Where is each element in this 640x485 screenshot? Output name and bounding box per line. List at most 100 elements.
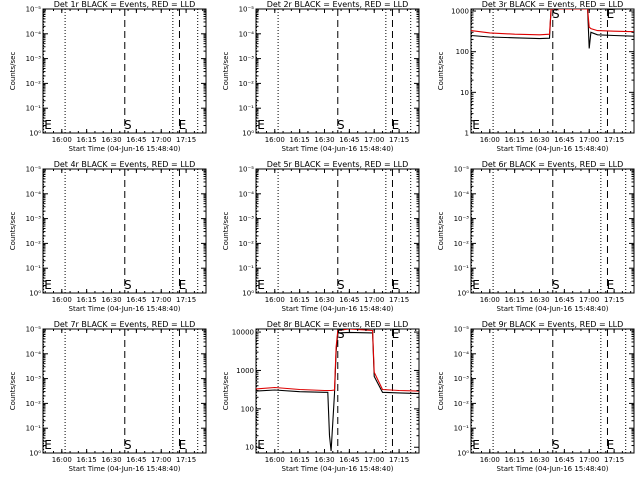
y-tick-label: 10⁻³ [454,375,470,383]
marker-label-e: E [179,438,187,452]
y-tick-label: 10⁻³ [239,215,255,223]
y-tick-label: 10⁻² [239,240,255,248]
x-tick-label: 16:00 [52,456,72,464]
y-axis-label: Counts/sec [9,212,17,251]
marker-label-e: E [607,7,615,21]
x-tick-label: 17:00 [364,456,384,464]
y-tick-label: 10⁻⁴ [239,190,255,198]
marker-label-s: S [124,278,132,292]
x-tick-label: 17:15 [389,296,409,304]
x-tick-label: 16:15 [290,456,310,464]
y-axis-label: Counts/sec [9,372,17,411]
y-tick-label: 10⁰ [457,290,469,298]
marker-label-left-e: E [472,278,480,292]
x-tick-label: 17:00 [579,136,599,144]
y-tick-label: 10⁰ [29,130,41,138]
marker-label-e: E [607,278,615,292]
y-tick-label: 10⁻¹ [26,265,42,273]
x-tick-label: 16:45 [339,136,359,144]
y-tick-label: 10⁻³ [26,55,42,63]
x-tick-label: 16:45 [554,296,574,304]
x-tick-label: 16:30 [314,136,334,144]
marker-label-s: S [552,7,560,21]
y-tick-label: 10 [460,89,469,97]
y-tick-label: 10⁻⁴ [26,30,42,38]
marker-label-s: S [124,438,132,452]
y-tick-label: 10 [245,444,254,452]
y-tick-label: 1 [465,130,469,138]
x-tick-label: 16:45 [339,456,359,464]
x-tick-label: 16:30 [314,456,334,464]
x-tick-label: 17:15 [176,456,196,464]
x-tick-label: 16:30 [101,136,121,144]
x-tick-label: 16:45 [339,296,359,304]
x-tick-label: 16:15 [505,456,525,464]
marker-label-s: S [552,278,560,292]
x-tick-label: 16:30 [529,456,549,464]
y-tick-label: 10⁰ [242,130,254,138]
y-tick-label: 10⁻² [454,400,470,408]
x-tick-label: 17:15 [604,456,624,464]
marker-label-left-e: E [44,278,52,292]
x-tick-label: 16:00 [480,136,500,144]
x-tick-label: 17:00 [364,296,384,304]
x-tick-label: 17:15 [389,456,409,464]
y-axis-label: Counts/sec [437,372,445,411]
y-tick-label: 10⁻² [26,80,42,88]
y-tick-label: 10⁰ [29,290,41,298]
y-axis-label: Counts/sec [9,52,17,91]
y-tick-label: 10⁻⁵ [26,326,42,334]
marker-label-e: E [392,118,400,132]
marker-label-e: E [392,278,400,292]
x-tick-label: 16:15 [77,136,97,144]
chart-title: Det 2r BLACK = Events, RED = LLD [267,0,409,9]
series-line-2 [471,9,634,36]
y-axis-label: Counts/sec [222,52,230,91]
y-tick-label: 10⁻⁴ [454,190,470,198]
chart-title: Det 8r BLACK = Events, RED = LLD [267,320,409,329]
y-tick-label: 10⁻⁵ [239,166,255,174]
x-axis-label: Start Time (04-Jun-16 15:48:40) [497,465,609,473]
x-axis-label: Start Time (04-Jun-16 15:48:40) [69,305,181,313]
marker-label-s: S [552,438,560,452]
x-tick-label: 16:30 [314,296,334,304]
y-tick-label: 10⁰ [242,290,254,298]
marker-label-left-e: E [257,118,265,132]
y-tick-label: 100 [241,405,254,413]
marker-label-left-e: E [257,278,265,292]
y-tick-label: 10⁻⁴ [26,350,42,358]
x-tick-label: 17:15 [176,136,196,144]
chart-title: Det 7r BLACK = Events, RED = LLD [54,320,196,329]
x-tick-label: 17:15 [389,136,409,144]
x-tick-label: 16:00 [480,456,500,464]
x-tick-label: 16:15 [505,136,525,144]
y-tick-label: 10⁻⁵ [454,166,470,174]
y-tick-label: 10⁻⁵ [26,6,42,14]
chart-title: Det 3r BLACK = Events, RED = LLD [482,0,624,9]
y-tick-label: 10⁻⁵ [239,6,255,14]
y-tick-label: 10⁻⁴ [26,190,42,198]
y-tick-label: 10⁻² [239,80,255,88]
marker-label-left-e: E [44,118,52,132]
x-tick-label: 16:45 [126,456,146,464]
y-tick-label: 10⁰ [457,450,469,458]
y-tick-label: 10000 [232,329,254,337]
y-tick-label: 10⁻⁴ [454,350,470,358]
x-tick-label: 17:00 [151,296,171,304]
chart-title: Det 5r BLACK = Events, RED = LLD [267,160,409,169]
y-tick-label: 10⁻⁵ [26,166,42,174]
x-tick-label: 16:00 [480,296,500,304]
x-tick-label: 16:00 [52,296,72,304]
y-tick-label: 10⁻⁵ [454,326,470,334]
y-axis-label: Counts/sec [437,52,445,91]
x-tick-label: 16:15 [77,456,97,464]
x-tick-label: 16:00 [52,136,72,144]
x-tick-label: 16:45 [554,456,574,464]
